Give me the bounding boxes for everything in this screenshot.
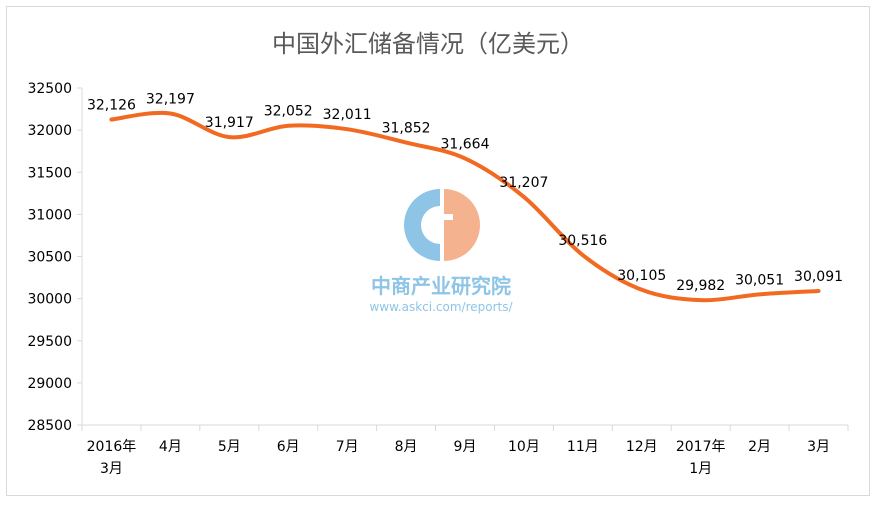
data-point (699, 298, 703, 302)
watermark-logo-icon (404, 189, 480, 261)
x-tick-label: 5月 (218, 439, 241, 455)
watermark-name: 中商产业研究院 (371, 274, 511, 298)
data-label: 31,852 (382, 121, 431, 137)
x-tick-label: 3月 (100, 461, 123, 477)
data-point (581, 253, 585, 257)
data-label: 32,052 (264, 104, 313, 120)
data-label: 31,917 (205, 115, 254, 131)
x-tick-label: 8月 (395, 439, 418, 455)
data-point (404, 141, 408, 145)
y-tick-label: 31500 (27, 165, 72, 181)
x-tick-label: 4月 (159, 439, 182, 455)
watermark-url: www.askci.com/reports/ (369, 300, 513, 314)
data-point (345, 127, 349, 131)
x-tick-label: 2月 (748, 439, 771, 455)
x-tick-label: 7月 (336, 439, 359, 455)
data-point (758, 292, 762, 296)
series-line (109, 110, 821, 303)
x-tick-label: 10月 (508, 439, 540, 455)
data-labels: 32,126 32,197 31,917 32,052 32,011 31,852 31,6… (87, 92, 843, 302)
x-tick-label: 1月 (689, 461, 712, 477)
y-tick-label: 28500 (27, 418, 72, 434)
data-point (640, 288, 644, 292)
x-tick-label: 6月 (277, 439, 300, 455)
data-label: 29,982 (676, 278, 725, 294)
y-tick-label: 30500 (27, 250, 72, 266)
data-label: 32,197 (146, 92, 195, 108)
x-tick-label: 11月 (567, 439, 599, 455)
x-axis: 2016年 3月 4月 5月 6月 7月 8月 9月 10月 11月 12月 2017年 1月 2月 3月 (81, 424, 849, 477)
data-label: 30,105 (617, 268, 666, 284)
data-label: 31,664 (441, 136, 490, 152)
data-label: 30,516 (558, 233, 607, 249)
data-label: 32,011 (323, 107, 372, 123)
data-label: 30,091 (794, 269, 843, 285)
x-tick-label: 12月 (626, 439, 658, 455)
x-tick-label: 2016年 (87, 439, 137, 455)
data-label: 31,207 (499, 175, 548, 191)
data-label: 32,126 (87, 98, 136, 114)
x-tick-label: 3月 (807, 439, 830, 455)
data-point (168, 112, 172, 116)
y-tick-label: 29000 (27, 376, 72, 392)
chart-title: 中国外汇储备情况（亿美元） (272, 30, 584, 58)
y-axis: 32500 32000 31500 31000 30500 30000 29500 29000… (27, 81, 83, 434)
x-tick-label: 9月 (454, 439, 477, 455)
data-point (286, 124, 290, 128)
data-point (109, 118, 113, 122)
x-tick-label: 2017年 (676, 439, 726, 455)
data-point (817, 289, 821, 293)
data-label: 30,051 (735, 272, 784, 288)
data-point (463, 156, 467, 160)
y-tick-label: 29500 (27, 334, 72, 350)
y-tick-label: 31000 (27, 207, 72, 223)
data-point (522, 195, 526, 199)
y-tick-label: 32500 (27, 81, 72, 97)
y-tick-label: 30000 (27, 292, 72, 308)
data-point (227, 135, 231, 139)
watermark: 中商产业研究院 www.askci.com/reports/ (369, 189, 513, 314)
y-tick-label: 32000 (27, 123, 72, 139)
